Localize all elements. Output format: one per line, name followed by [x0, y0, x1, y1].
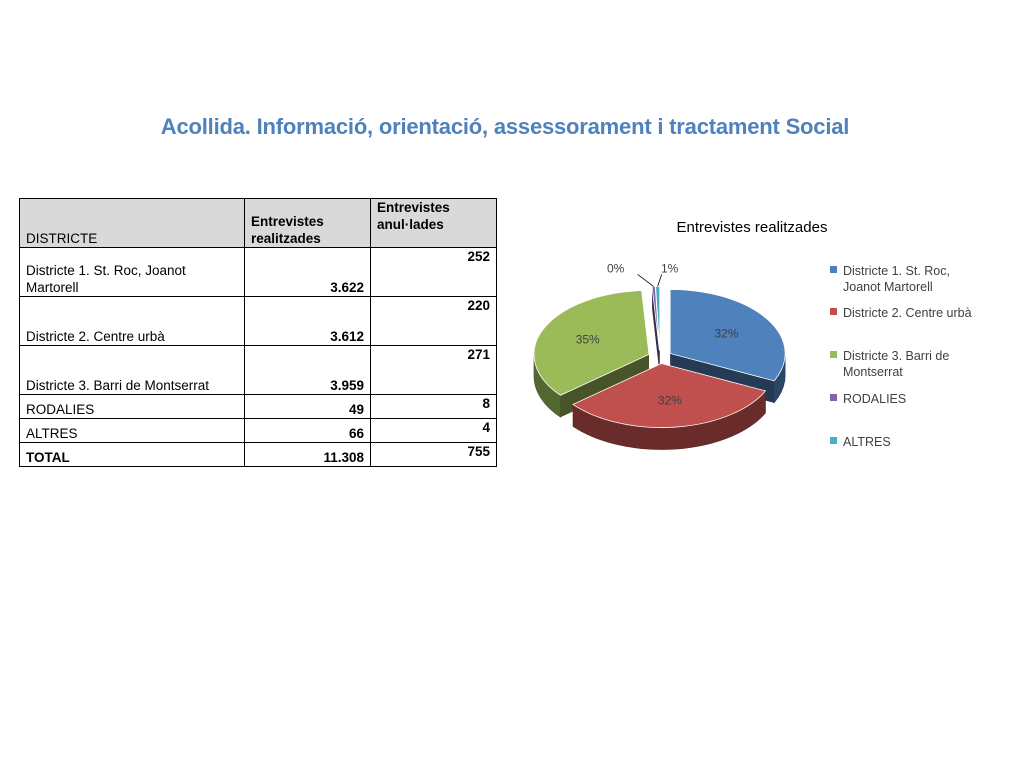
chart-legend: Districte 1. St. Roc, Joanot Martorell Dis…: [830, 264, 972, 449]
pie-slice-districte-2-centre-urba: [572, 363, 767, 428]
table-row: ALTRES 66 4: [19, 418, 497, 443]
cell-anullades: 252: [370, 247, 497, 297]
cell-realitzades: 3.612: [244, 296, 371, 346]
legend-swatch-altres: [830, 437, 837, 444]
cell-district: Districte 3. Barri de Montserrat: [19, 345, 245, 395]
data-table: DISTRICTE Entrevistes realitzades Entrev…: [19, 198, 497, 467]
slide-title: Acollida. Informació, orientació, assess…: [160, 114, 850, 139]
pie-chart: Entrevistes realitzades 32% 32% 35% 0% 1% Di…: [533, 219, 972, 450]
legend-swatch-districte-2-centre-urba: [830, 308, 837, 315]
legend-label-altres: ALTRES: [843, 435, 891, 449]
cell-district: ALTRES: [19, 418, 245, 443]
cell-realitzades: 3.622: [244, 247, 371, 297]
data-label-districte-2-centre-urba: 32%: [658, 393, 682, 407]
table-row: RODALIES 49 8: [19, 394, 497, 419]
cell-district: TOTAL: [19, 442, 245, 467]
cell-district: Districte 1. St. Roc, Joanot Martorell: [19, 247, 245, 297]
legend-swatch-districte-3-barri-de-montserrat: [830, 351, 837, 358]
pie-edge-rodalies-0: [652, 286, 660, 373]
cell-district: RODALIES: [19, 394, 245, 419]
header-districte: DISTRICTE: [19, 198, 245, 248]
cell-district: Districte 2. Centre urbà: [19, 296, 245, 346]
data-label-rodalies: 0%: [607, 261, 625, 275]
cell-anullades: 220: [370, 296, 497, 346]
table-row: Districte 1. St. Roc, Joanot Martorell 3…: [19, 247, 497, 297]
cell-anullades: 4: [370, 418, 497, 443]
cell-realitzades: 3.959: [244, 345, 371, 395]
leader-line-rodalies: [637, 274, 654, 287]
legend-swatch-rodalies: [830, 394, 837, 401]
table-header-row: DISTRICTE Entrevistes realitzades Entrev…: [19, 198, 497, 248]
cell-anullades: 8: [370, 394, 497, 419]
header-anullades: Entrevistes anul·lades: [370, 198, 497, 248]
chart-title: Entrevistes realitzades: [677, 219, 828, 236]
legend-label-districte-1-st-roc-joanot-martorell: Districte 1. St. Roc, Joanot Martorell: [843, 264, 950, 294]
table-row-total: TOTAL 11.308 755: [19, 442, 497, 467]
data-label-districte-3-barri-de-montserrat: 35%: [576, 333, 600, 347]
header-realitzades: Entrevistes realitzades: [244, 198, 371, 248]
cell-realitzades: 49: [244, 394, 371, 419]
pie-slice-districte-3-barri-de-montserrat: [533, 290, 650, 396]
cell-anullades: 755: [370, 442, 497, 467]
table-row: Districte 3. Barri de Montserrat 3.959 2…: [19, 345, 497, 395]
legend-swatch-districte-1-st-roc-joanot-martorell: [830, 266, 837, 273]
data-label-altres: 1%: [661, 261, 679, 275]
cell-anullades: 271: [370, 345, 497, 395]
legend-label-districte-2-centre-urba: Districte 2. Centre urbà: [843, 306, 972, 320]
leader-line-altres: [657, 274, 663, 287]
cell-realitzades: 66: [244, 418, 371, 443]
pie-slice-districte-1-st-roc-joanot-martorell: [669, 289, 786, 382]
table-row: Districte 2. Centre urbà 3.612 220: [19, 296, 497, 346]
legend-label-districte-3-barri-de-montserrat: Districte 3. Barri de Montserrat: [843, 349, 949, 379]
cell-realitzades: 11.308: [244, 442, 371, 467]
data-label-districte-1-st-roc-joanot-martorell: 32%: [714, 327, 738, 341]
legend-label-rodalies: RODALIES: [843, 392, 906, 406]
pie-group: 32% 32% 35% 0% 1%: [533, 261, 786, 450]
